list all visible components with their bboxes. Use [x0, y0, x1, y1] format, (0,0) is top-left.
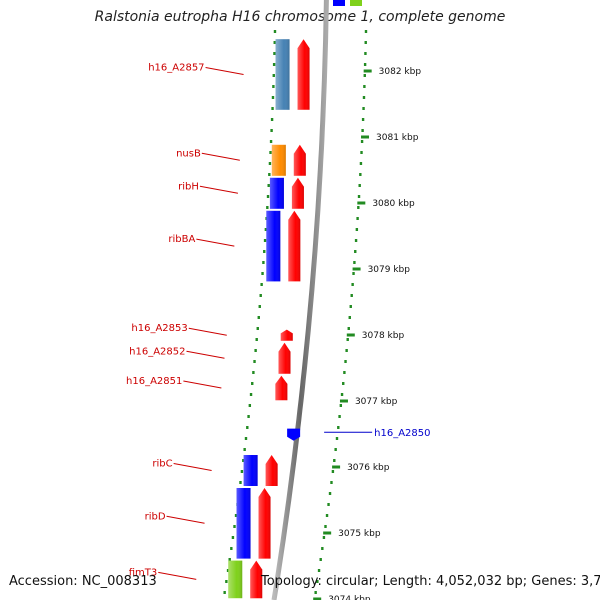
gene-leader-line: [188, 327, 227, 336]
gene-label-ribH[interactable]: ribH: [178, 181, 239, 194]
gene-label-text: h16_A2850: [374, 428, 430, 439]
cds-arrow-shade: [293, 144, 306, 176]
accession-text: Accession: NC_008313: [9, 574, 157, 589]
gene-leader-line: [183, 380, 222, 389]
axis-tick-label: 3078 kbp: [362, 331, 405, 341]
gene-label-text: h16_A2852: [129, 346, 185, 357]
gene-leader-line: [186, 350, 225, 359]
gene-feature-shade: [236, 488, 251, 559]
gene-label-fimT3[interactable]: fimT3: [129, 567, 197, 580]
gene-label-h16_A2853[interactable]: h16_A2853: [131, 323, 227, 336]
gene-h16_A2853[interactable]: [280, 329, 293, 341]
axis-tick-mark: [332, 465, 341, 469]
map-title: Ralstonia eutropha H16 chromosome 1, com…: [94, 9, 506, 25]
gene-feature-arrow: [287, 428, 301, 441]
axis-tick-mark: [339, 399, 348, 403]
partial-gene-top-blue: [333, 0, 345, 6]
cds-arrow-shade: [250, 560, 263, 599]
gene-fimT3[interactable]: [228, 560, 263, 599]
axis-tick-label: 3075 kbp: [338, 529, 381, 539]
axis-tick-3082: 3082 kbp: [363, 67, 422, 77]
gene-label-h16_A2851[interactable]: h16_A2851: [126, 376, 222, 389]
axis-tick-label: 3081 kbp: [376, 133, 419, 143]
cds-arrow-shade: [280, 329, 293, 341]
gene-leader-line: [199, 185, 239, 194]
gene-leader-line: [196, 238, 235, 247]
axis-tick-3077: 3077 kbp: [339, 397, 398, 407]
gene-label-text: h16_A2851: [126, 376, 182, 387]
axis-tick-mark: [352, 267, 361, 271]
genome-summary-text: Topology: circular; Length: 4,052,032 bp…: [261, 574, 600, 589]
cds-arrow-shade: [291, 177, 304, 209]
gene-feature-shade: [269, 177, 284, 209]
gene-label-ribC[interactable]: ribC: [152, 459, 212, 471]
axis-tick-label: 3080 kbp: [372, 199, 415, 209]
gene-label-text: h16_A2857: [148, 63, 204, 74]
inner-dot-track: [314, 30, 368, 594]
gene-label-text: ribH: [178, 181, 199, 192]
axis-tick-label: 3076 kbp: [347, 463, 390, 473]
axis-tick-3081: 3081 kbp: [361, 133, 419, 143]
gene-h16_A2852[interactable]: [278, 342, 291, 374]
cds-arrow-shade: [275, 375, 288, 401]
outer-dot-track: [223, 30, 277, 594]
axis-tick-mark: [323, 531, 332, 535]
gene-h16_A2857[interactable]: [275, 39, 310, 110]
gene-leader-line: [158, 571, 197, 580]
gene-label-ribBA[interactable]: ribBA: [168, 234, 235, 247]
gene-label-text: ribD: [145, 511, 166, 522]
axis-tick-3075: 3075 kbp: [323, 529, 381, 539]
gene-label-ribD[interactable]: ribD: [145, 511, 205, 524]
cds-arrow-shade: [258, 488, 271, 559]
gene-leader-line: [201, 152, 240, 161]
gene-label-h16_A2852[interactable]: h16_A2852: [129, 346, 225, 359]
gene-feature-shade: [266, 210, 281, 282]
gene-label-text: nusB: [176, 148, 201, 159]
genome-backbone: [271, 0, 329, 600]
gene-label-h16_A2857[interactable]: h16_A2857: [148, 63, 244, 75]
cds-arrow-shade: [278, 342, 291, 374]
cds-arrow-shade: [265, 455, 278, 486]
gene-feature-shade: [243, 455, 258, 486]
gene-feature-shade: [275, 39, 290, 110]
axis-tick-3076: 3076 kbp: [332, 463, 390, 473]
gene-label-nusB[interactable]: nusB: [176, 148, 240, 161]
gene-label-h16_A2850[interactable]: h16_A2850: [324, 428, 430, 439]
gene-label-text: h16_A2853: [131, 323, 187, 334]
gene-label-text: ribC: [152, 459, 172, 470]
gene-ribC[interactable]: [243, 455, 278, 486]
gene-feature-shade: [228, 560, 243, 599]
gene-leader-line: [173, 463, 212, 471]
gene-ribD[interactable]: [236, 488, 271, 559]
axis-tick-mark: [313, 597, 322, 600]
axis-tick-mark: [363, 69, 372, 73]
gene-h16_A2851[interactable]: [275, 375, 288, 401]
gene-label-text: ribBA: [168, 234, 195, 245]
axis-tick-3079: 3079 kbp: [352, 265, 411, 275]
cds-arrow-shade: [297, 39, 310, 110]
gene-nusB[interactable]: [271, 144, 306, 176]
gene-ribH[interactable]: [269, 177, 304, 209]
axis-tick-label: 3074 kbp: [328, 595, 371, 600]
gene-leader-line: [166, 515, 205, 524]
cds-arrow-shade: [288, 210, 301, 282]
axis-tick-mark: [361, 135, 370, 139]
axis-tick-3074: 3074 kbp: [313, 595, 371, 600]
axis-tick-mark: [357, 201, 366, 205]
gene-feature-shade: [271, 144, 286, 176]
axis-tick-mark: [346, 333, 355, 337]
axis-tick-label: 3077 kbp: [355, 397, 398, 407]
gene-label-text: fimT3: [129, 567, 158, 578]
axis-tick-label: 3079 kbp: [368, 265, 411, 275]
partial-gene-top-green: [350, 0, 362, 6]
gene-leader-line: [205, 67, 244, 75]
gene-h16_A2850[interactable]: [287, 428, 301, 441]
axis-tick-label: 3082 kbp: [379, 67, 422, 77]
gene-ribBA[interactable]: [266, 210, 301, 282]
axis-tick-3080: 3080 kbp: [357, 199, 415, 209]
axis-tick-3078: 3078 kbp: [346, 331, 405, 341]
